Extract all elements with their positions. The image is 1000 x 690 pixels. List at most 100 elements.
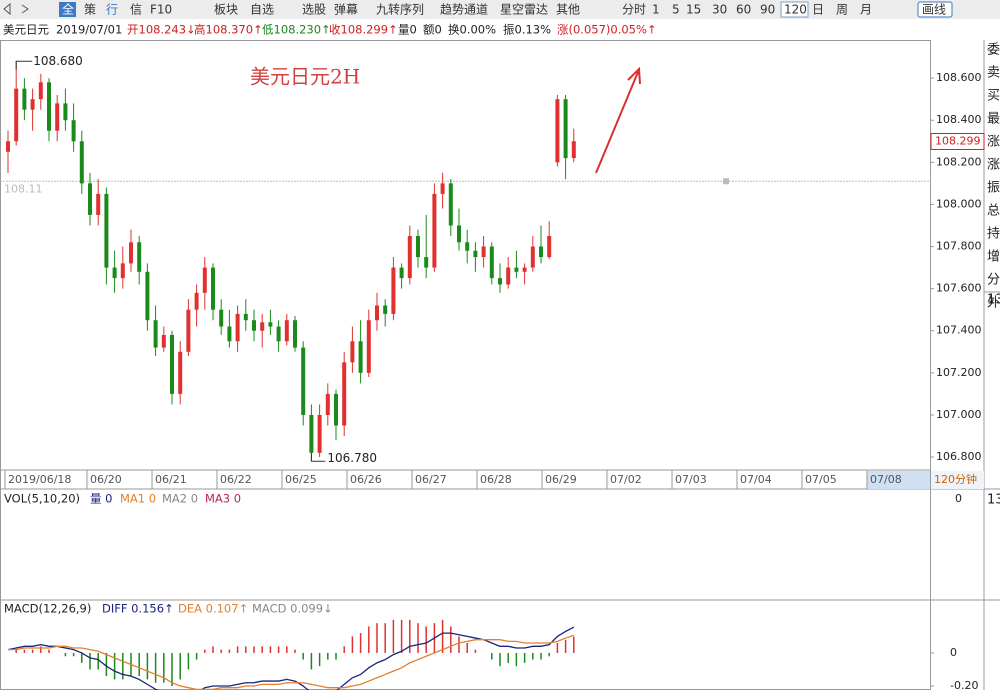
toolbar-item[interactable]: 策 <box>84 3 96 17</box>
toolbar-item[interactable]: 日 <box>812 3 824 17</box>
toolbar-item[interactable]: 行 <box>106 3 118 17</box>
side-label: 分 <box>987 273 1000 288</box>
toolbar-item[interactable]: 120 <box>784 3 807 17</box>
candle-body <box>63 103 68 121</box>
candle-body <box>547 236 552 258</box>
toolbar-item[interactable]: 60 <box>736 3 751 17</box>
macd-legend: DEA 0.107↑ <box>178 602 248 616</box>
candle-body <box>96 193 101 215</box>
candle-body <box>161 334 166 348</box>
candle-body <box>366 320 371 373</box>
info-item: 额0 <box>423 23 442 37</box>
toolbar-item[interactable]: 板块 <box>214 3 238 17</box>
info-item: 量0 <box>398 23 417 37</box>
vol-tick-label: 0 <box>955 492 962 505</box>
toolbar-item[interactable]: 画线 <box>922 3 946 17</box>
candle-body <box>457 225 461 243</box>
candle-body <box>342 362 347 426</box>
info-item: 开108.243↓ <box>127 23 196 37</box>
candle-body <box>276 326 281 342</box>
candle-body <box>416 236 420 258</box>
toolbar-item[interactable]: 自选 <box>250 3 274 17</box>
candle-body <box>399 267 404 279</box>
candle-body <box>243 313 248 321</box>
candle-body <box>481 246 486 258</box>
candle-body <box>350 341 355 363</box>
toolbar-item[interactable]: 弹幕 <box>334 3 358 17</box>
candle-body <box>448 183 453 226</box>
info-item: 低108.230↑ <box>262 23 331 37</box>
toolbar-item[interactable]: 星空雷达 <box>500 3 548 17</box>
info-item: 换0.00% <box>448 23 496 37</box>
macd-legend: MACD 0.099↓ <box>252 602 333 616</box>
info-item: 高108.370↑ <box>194 23 263 37</box>
date-label: 07/08 <box>870 473 902 486</box>
candle-body <box>498 278 502 285</box>
candle-body <box>317 414 322 453</box>
candle-body <box>514 267 519 272</box>
toolbar-item[interactable]: 15 <box>686 3 701 17</box>
toolbar-item[interactable]: 月 <box>860 3 872 17</box>
side-label: 持 <box>987 227 1000 242</box>
ref-label: 108.11 <box>4 182 43 195</box>
candle-body <box>334 393 338 426</box>
date-label: 2019/06/18 <box>8 473 71 486</box>
toolbar-item[interactable]: 周 <box>836 3 848 17</box>
date-label: 06/21 <box>155 473 187 486</box>
side-label: 总 <box>987 204 1000 219</box>
toolbar-item[interactable]: 九转序列 <box>376 2 424 17</box>
candle-body <box>383 305 388 314</box>
toolbar-item[interactable]: 趋势通道 <box>440 3 488 17</box>
date-label: 06/27 <box>415 473 447 486</box>
toolbar-item[interactable]: 90 <box>760 3 775 17</box>
side-label: 13 <box>987 293 1000 308</box>
candle-body <box>424 257 429 268</box>
candle-body <box>38 82 43 100</box>
toolbar-item[interactable]: 全 <box>62 2 74 17</box>
toolbar-item[interactable]: 30 <box>712 3 727 17</box>
candle-body <box>284 320 289 342</box>
y-tick-label: 107.400 <box>936 324 982 337</box>
toolbar-item[interactable]: 选股 <box>302 3 326 17</box>
candle-body <box>522 267 527 272</box>
candle-body <box>47 82 51 131</box>
nav-icons[interactable] <box>3 2 29 16</box>
date-highlight <box>867 471 930 489</box>
candle-body <box>293 320 297 348</box>
last-price-box <box>930 132 985 150</box>
toolbar-button <box>917 1 953 18</box>
macd-legend: MACD(12,26,9) <box>4 602 91 616</box>
date-label: 07/04 <box>740 473 772 486</box>
candle-body <box>227 326 232 342</box>
candle-body <box>55 103 60 131</box>
side-label: 增 <box>987 250 1000 265</box>
candle-body <box>71 120 76 142</box>
y-tick-label: 108.600 <box>936 71 982 84</box>
side-label: 委 <box>987 43 1000 58</box>
candle-body <box>325 393 330 415</box>
toolbar-item[interactable]: F10 <box>150 3 172 17</box>
info-item: 振0.13% <box>503 23 551 37</box>
low-label: 106.780 <box>327 451 377 465</box>
toolbar-item[interactable]: 1 <box>652 3 660 17</box>
last-price: 108.299 <box>935 134 981 147</box>
candle-body <box>14 88 19 142</box>
candle-body <box>260 322 265 331</box>
side-label: 最 <box>987 112 1000 127</box>
diff-line <box>7 626 575 690</box>
toolbar-item[interactable]: 分时 <box>622 3 646 17</box>
toolbar-item[interactable]: 其他 <box>556 3 580 17</box>
high-marker <box>15 60 33 70</box>
period-box <box>931 471 984 489</box>
toolbar-item[interactable]: 信 <box>130 3 142 17</box>
date-label: 07/03 <box>675 473 707 486</box>
y-tick-label: 108.400 <box>936 113 982 126</box>
y-tick-label: 107.600 <box>936 282 982 295</box>
candle-body <box>170 334 174 394</box>
candle-body <box>375 305 379 321</box>
date-label: 07/05 <box>805 473 837 486</box>
candle-body <box>235 313 240 342</box>
y-tick-label: 108.000 <box>936 197 982 210</box>
info-item: 涨(0.057)0.05%↑ <box>557 23 657 37</box>
toolbar-item[interactable]: 5 <box>672 3 680 17</box>
